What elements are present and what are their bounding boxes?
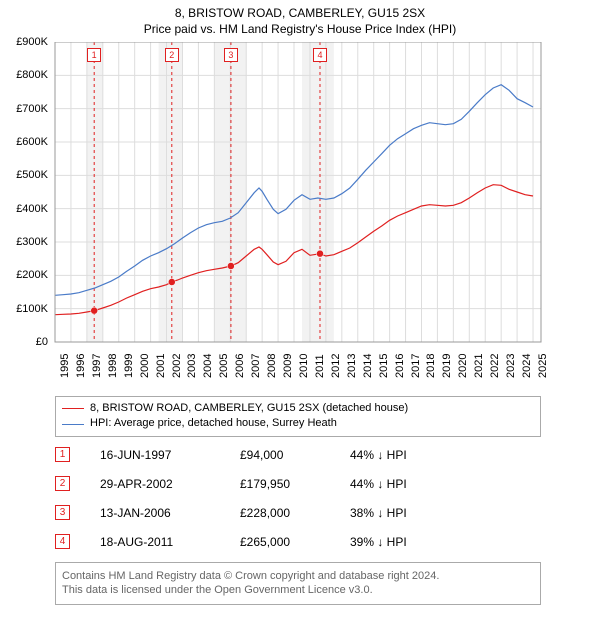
legend-item: 8, BRISTOW ROAD, CAMBERLEY, GU15 2SX (de… (62, 401, 534, 416)
y-axis-label: £800K (2, 69, 48, 81)
x-axis-label: 2015 (378, 354, 390, 378)
x-axis-label: 1997 (91, 354, 103, 378)
event-date: 16-JUN-1997 (100, 448, 240, 462)
event-row: 2 29-APR-2002£179,95044% ↓ HPI (55, 469, 541, 498)
x-axis-label: 1999 (123, 354, 135, 378)
x-axis-label: 2012 (330, 354, 342, 378)
x-axis-label: 2010 (298, 354, 310, 378)
event-row-marker: 3 (55, 505, 70, 520)
footer-line2: This data is licensed under the Open Gov… (62, 583, 534, 597)
x-axis-label: 1995 (59, 354, 71, 378)
x-axis-label: 2013 (346, 354, 358, 378)
event-diff: 44% ↓ HPI (350, 448, 440, 462)
x-axis-label: 2024 (521, 354, 533, 378)
x-axis-label: 2000 (139, 354, 151, 378)
x-axis-label: 2023 (505, 354, 517, 378)
x-axis-label: 2009 (282, 354, 294, 378)
event-diff: 44% ↓ HPI (350, 477, 440, 491)
y-axis-label: £300K (2, 236, 48, 248)
event-row-marker: 4 (55, 534, 70, 549)
x-axis-label: 2003 (186, 354, 198, 378)
event-date: 13-JAN-2006 (100, 506, 240, 520)
legend-label: 8, BRISTOW ROAD, CAMBERLEY, GU15 2SX (de… (90, 401, 408, 416)
event-row: 4 18-AUG-2011£265,00039% ↓ HPI (55, 527, 541, 556)
event-date: 29-APR-2002 (100, 477, 240, 491)
attribution-footer: Contains HM Land Registry data © Crown c… (55, 562, 541, 605)
y-axis-label: £700K (2, 103, 48, 115)
y-axis-label: £500K (2, 169, 48, 181)
x-axis-label: 2020 (457, 354, 469, 378)
x-axis-label: 2021 (473, 354, 485, 378)
x-axis-label: 1996 (75, 354, 87, 378)
event-date: 18-AUG-2011 (100, 535, 240, 549)
chart-container: £0 £100K £200K £300K £400K £500K £600K £700K £80… (0, 42, 600, 388)
legend-swatch (62, 424, 84, 425)
x-axis-label: 2004 (202, 354, 214, 378)
x-axis-label: 2019 (441, 354, 453, 378)
x-axis-label: 2011 (314, 354, 326, 378)
x-axis-label: 2022 (489, 354, 501, 378)
chart-title-block: 8, BRISTOW ROAD, CAMBERLEY, GU15 2SX Pri… (0, 0, 600, 37)
x-axis-label: 2018 (425, 354, 437, 378)
title-line2: Price paid vs. HM Land Registry's House … (0, 22, 600, 38)
event-row: 1 16-JUN-1997£94,00044% ↓ HPI (55, 440, 541, 469)
x-axis-label: 2008 (266, 354, 278, 378)
event-marker: 3 (224, 48, 238, 62)
x-axis-label: 2014 (362, 354, 374, 378)
y-axis-label: £0 (2, 336, 48, 348)
x-axis-label: 2025 (537, 354, 549, 378)
x-axis-label: 2001 (155, 354, 167, 378)
event-price: £265,000 (240, 535, 350, 549)
legend-item: HPI: Average price, detached house, Surr… (62, 416, 534, 431)
event-marker: 2 (165, 48, 179, 62)
x-axis-label: 2005 (218, 354, 230, 378)
events-table: 116-JUN-1997£94,00044% ↓ HPI229-APR-2002… (55, 440, 541, 556)
legend: 8, BRISTOW ROAD, CAMBERLEY, GU15 2SX (de… (55, 396, 541, 437)
event-row-marker: 2 (55, 476, 70, 491)
x-axis-label: 2002 (171, 354, 183, 378)
x-axis-label: 2006 (234, 354, 246, 378)
footer-line1: Contains HM Land Registry data © Crown c… (62, 569, 534, 583)
x-axis-label: 2007 (250, 354, 262, 378)
y-axis-label: £900K (2, 36, 48, 48)
event-row-marker: 1 (55, 447, 70, 462)
event-diff: 39% ↓ HPI (350, 535, 440, 549)
event-price: £228,000 (240, 506, 350, 520)
y-axis-label: £100K (2, 303, 48, 315)
x-axis-label: 1998 (107, 354, 119, 378)
y-axis-label: £200K (2, 269, 48, 281)
legend-swatch (62, 408, 84, 409)
event-price: £94,000 (240, 448, 350, 462)
x-axis-label: 2017 (410, 354, 422, 378)
x-axis-label: 2016 (394, 354, 406, 378)
y-axis-label: £400K (2, 203, 48, 215)
event-marker: 1 (87, 48, 101, 62)
event-row: 3 13-JAN-2006£228,00038% ↓ HPI (55, 498, 541, 527)
y-axis-label: £600K (2, 136, 48, 148)
title-line1: 8, BRISTOW ROAD, CAMBERLEY, GU15 2SX (0, 6, 600, 22)
event-diff: 38% ↓ HPI (350, 506, 440, 520)
event-price: £179,950 (240, 477, 350, 491)
event-marker: 4 (313, 48, 327, 62)
legend-label: HPI: Average price, detached house, Surr… (90, 416, 337, 431)
price-chart (0, 42, 600, 388)
